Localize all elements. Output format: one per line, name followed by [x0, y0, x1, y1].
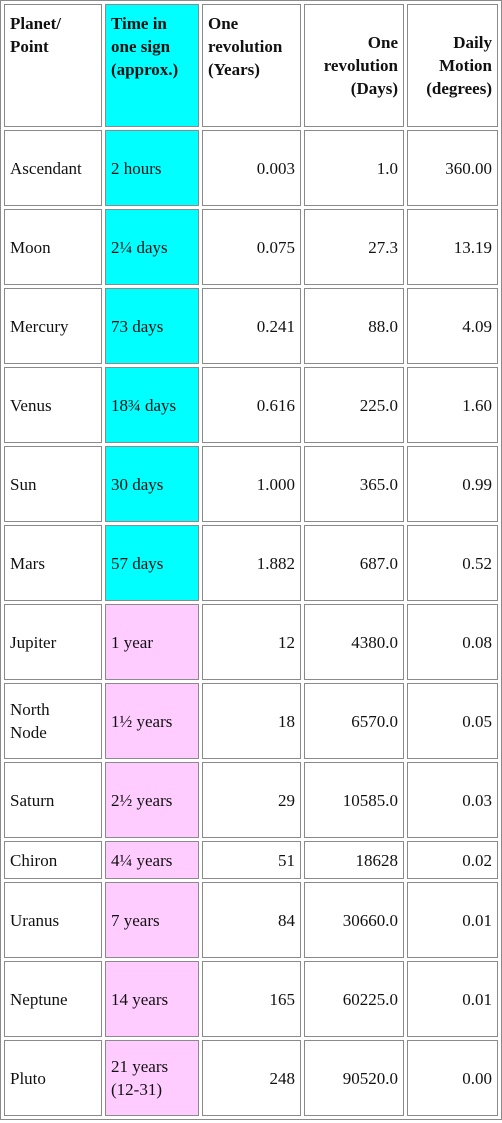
table-row: Ascendant 2 hours 0.003 1.0 360.00	[4, 130, 498, 206]
revolution-days-cell: 27.3	[304, 209, 404, 285]
revolution-days-cell: 30660.0	[304, 882, 404, 958]
revolution-days-cell: 1.0	[304, 130, 404, 206]
daily-motion-cell: 0.99	[407, 446, 498, 522]
daily-motion-cell: 0.05	[407, 683, 498, 759]
planet-cell: Moon	[4, 209, 102, 285]
time-in-sign-cell: 2½ years	[105, 762, 199, 838]
time-in-sign-cell: 21 years (12-31)	[105, 1040, 199, 1116]
daily-motion-cell: 0.02	[407, 841, 498, 879]
time-in-sign-cell: 57 days	[105, 525, 199, 601]
revolution-years-cell: 0.616	[202, 367, 301, 443]
daily-motion-cell: 0.00	[407, 1040, 498, 1116]
revolution-days-cell: 88.0	[304, 288, 404, 364]
revolution-years-cell: 0.075	[202, 209, 301, 285]
time-in-sign-cell: 73 days	[105, 288, 199, 364]
time-in-sign-cell: 1½ years	[105, 683, 199, 759]
table-row: Sun 30 days 1.000 365.0 0.99	[4, 446, 498, 522]
time-in-sign-cell: 2 hours	[105, 130, 199, 206]
revolution-years-cell: 1.000	[202, 446, 301, 522]
revolution-years-cell: 1.882	[202, 525, 301, 601]
revolution-days-cell: 10585.0	[304, 762, 404, 838]
table-row: Mars 57 days 1.882 687.0 0.52	[4, 525, 498, 601]
time-in-sign-cell: 1 year	[105, 604, 199, 680]
planet-cell: Uranus	[4, 882, 102, 958]
header-cell: One revolution (Years)	[202, 4, 301, 127]
daily-motion-cell: 4.09	[407, 288, 498, 364]
header-cell: Daily Motion (degrees)	[407, 4, 498, 127]
revolution-years-cell: 165	[202, 961, 301, 1037]
table-row: Pluto 21 years (12-31) 248 90520.0 0.00	[4, 1040, 498, 1116]
revolution-days-cell: 18628	[304, 841, 404, 879]
planet-cell: Sun	[4, 446, 102, 522]
revolution-days-cell: 225.0	[304, 367, 404, 443]
daily-motion-cell: 1.60	[407, 367, 498, 443]
time-in-sign-cell: 30 days	[105, 446, 199, 522]
daily-motion-cell: 360.00	[407, 130, 498, 206]
table-row: Mercury 73 days 0.241 88.0 4.09	[4, 288, 498, 364]
daily-motion-cell: 0.03	[407, 762, 498, 838]
revolution-days-cell: 687.0	[304, 525, 404, 601]
planet-cell: North Node	[4, 683, 102, 759]
revolution-days-cell: 90520.0	[304, 1040, 404, 1116]
planet-cell: Jupiter	[4, 604, 102, 680]
revolution-years-cell: 18	[202, 683, 301, 759]
table-row: Saturn 2½ years 29 10585.0 0.03	[4, 762, 498, 838]
daily-motion-cell: 0.52	[407, 525, 498, 601]
header-cell: One revolution (Days)	[304, 4, 404, 127]
revolution-years-cell: 12	[202, 604, 301, 680]
revolution-years-cell: 248	[202, 1040, 301, 1116]
daily-motion-cell: 0.01	[407, 961, 498, 1037]
time-in-sign-cell: 4¼ years	[105, 841, 199, 879]
daily-motion-cell: 0.01	[407, 882, 498, 958]
header-row: Planet/ Point Time in one sign (approx.) O…	[4, 4, 498, 127]
time-in-sign-cell: 14 years	[105, 961, 199, 1037]
revolution-days-cell: 365.0	[304, 446, 404, 522]
planet-cell: Chiron	[4, 841, 102, 879]
table-row: Uranus 7 years 84 30660.0 0.01	[4, 882, 498, 958]
revolution-years-cell: 51	[202, 841, 301, 879]
time-in-sign-cell: 7 years	[105, 882, 199, 958]
table-row: Chiron 4¼ years 51 18628 0.02	[4, 841, 498, 879]
time-in-sign-cell: 18¾ days	[105, 367, 199, 443]
revolution-days-cell: 6570.0	[304, 683, 404, 759]
planet-cell: Ascendant	[4, 130, 102, 206]
table-row: Moon 2¼ days 0.075 27.3 13.19	[4, 209, 498, 285]
revolution-years-cell: 0.241	[202, 288, 301, 364]
daily-motion-cell: 13.19	[407, 209, 498, 285]
revolution-days-cell: 4380.0	[304, 604, 404, 680]
planet-cell: Venus	[4, 367, 102, 443]
daily-motion-cell: 0.08	[407, 604, 498, 680]
table-row: North Node 1½ years 18 6570.0 0.05	[4, 683, 498, 759]
revolution-days-cell: 60225.0	[304, 961, 404, 1037]
header-cell: Time in one sign (approx.)	[105, 4, 199, 127]
planet-cell: Mercury	[4, 288, 102, 364]
planet-cell: Mars	[4, 525, 102, 601]
revolution-years-cell: 29	[202, 762, 301, 838]
table-row: Jupiter 1 year 12 4380.0 0.08	[4, 604, 498, 680]
planet-cell: Saturn	[4, 762, 102, 838]
table-row: Neptune 14 years 165 60225.0 0.01	[4, 961, 498, 1037]
planet-cell: Neptune	[4, 961, 102, 1037]
planet-cell: Pluto	[4, 1040, 102, 1116]
time-in-sign-cell: 2¼ days	[105, 209, 199, 285]
header-cell: Planet/ Point	[4, 4, 102, 127]
revolution-years-cell: 0.003	[202, 130, 301, 206]
revolution-years-cell: 84	[202, 882, 301, 958]
table-row: Venus 18¾ days 0.616 225.0 1.60	[4, 367, 498, 443]
